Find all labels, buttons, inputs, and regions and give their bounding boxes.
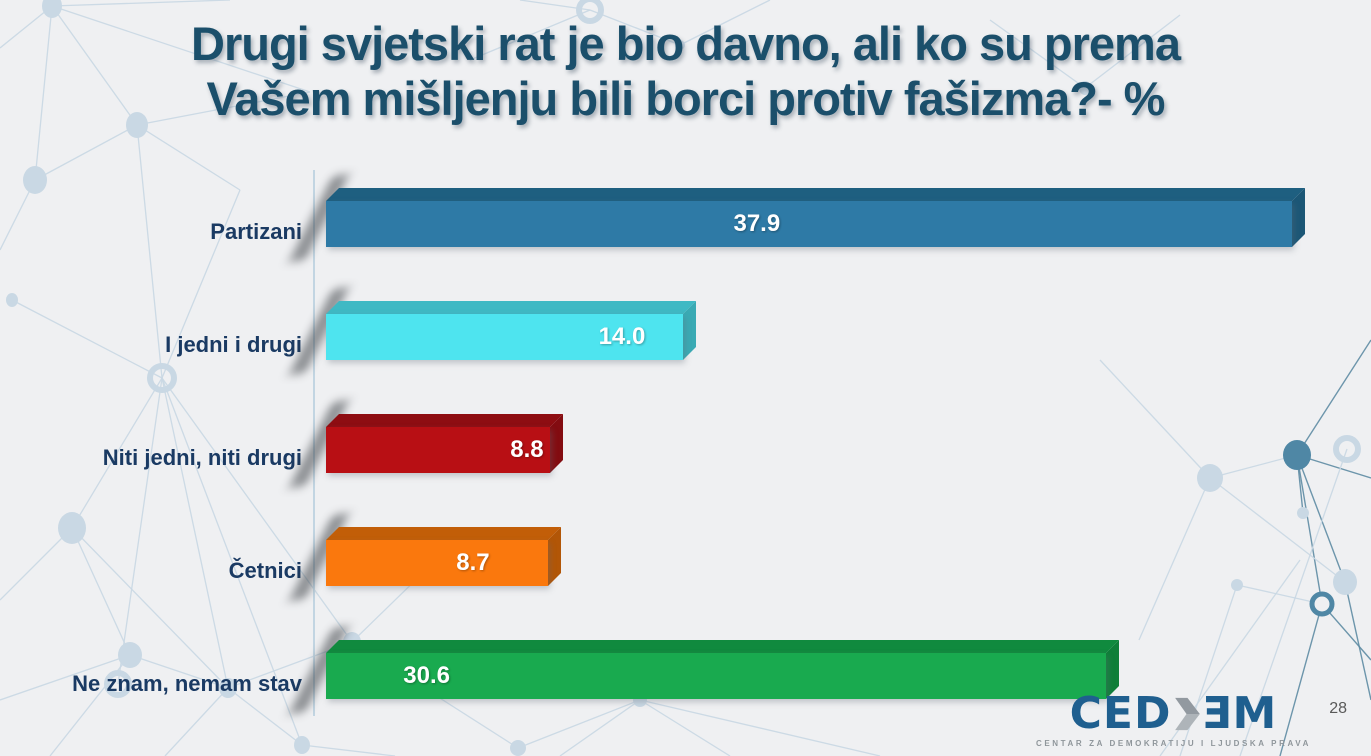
cedem-logo-tagline: CENTAR ZA DEMOKRATIJU I LJUDSKA PRAVA (1035, 739, 1311, 748)
category-label: Niti jedni, niti drugi (102, 445, 302, 470)
bar-top-face (326, 414, 563, 427)
bar-front-face (326, 427, 550, 473)
cedem-logo-chevron-icon (1174, 697, 1200, 731)
bar: 14.0 (289, 288, 696, 374)
value-label: 8.8 (510, 436, 544, 463)
bar-front-face (326, 314, 683, 360)
slide-title-line1: Drugi svjetski rat je bio davno, ali ko … (191, 17, 1181, 70)
bar: 8.8 (289, 401, 563, 487)
category-label: Partizani (210, 219, 302, 244)
bar: 37.9 (289, 175, 1305, 261)
value-label: 14.0 (598, 323, 646, 350)
bar-front-face (326, 540, 548, 586)
value-label: 37.9 (733, 210, 781, 237)
cedem-logo-text: CED ƎM (1036, 692, 1311, 736)
cedem-logo-text-right: ƎM (1201, 688, 1278, 739)
value-label: 30.6 (403, 662, 450, 689)
bar-front-face (326, 201, 1292, 247)
bar: 8.7 (289, 514, 561, 600)
category-label: I jedni i drugi (165, 332, 302, 357)
page-number: 28 (1329, 700, 1347, 717)
bar: 30.6 (289, 627, 1119, 713)
slide-title: Drugi svjetski rat je bio davno, ali ko … (0, 16, 1371, 126)
category-label: Četnici (228, 558, 302, 583)
value-label: 8.7 (456, 549, 490, 576)
bar-top-face (326, 527, 561, 540)
cedem-logo: CED ƎM CENTAR ZA DEMOKRATIJU I LJUDSKA P… (1035, 692, 1311, 749)
bar-top-face (326, 188, 1305, 201)
cedem-logo-text-left: CED (1069, 688, 1172, 739)
bar-front-face (326, 653, 1106, 699)
category-label: Ne znam, nemam stav (72, 671, 302, 696)
slide-title-line2: Vašem mišljenju bili borci protiv fašizm… (206, 72, 1166, 125)
bar-top-face (326, 640, 1119, 653)
bar-top-face (326, 301, 696, 314)
